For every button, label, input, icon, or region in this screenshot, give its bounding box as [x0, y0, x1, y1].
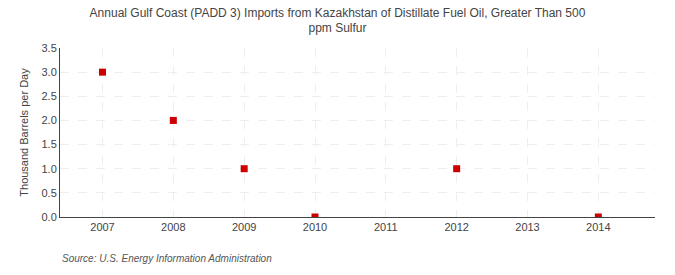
svg-text:2.5: 2.5 [42, 90, 57, 102]
svg-text:3.0: 3.0 [42, 66, 57, 78]
svg-text:2011: 2011 [374, 221, 398, 233]
svg-text:2009: 2009 [232, 221, 256, 233]
svg-text:Thousand Barrels per Day: Thousand Barrels per Day [18, 68, 30, 197]
svg-text:Source: U.S. Energy Informatio: Source: U.S. Energy Information Administ… [62, 253, 272, 264]
svg-text:Annual Gulf Coast (PADD 3) Imp: Annual Gulf Coast (PADD 3) Imports from … [90, 6, 586, 36]
svg-text:2013: 2013 [515, 221, 539, 233]
svg-text:1.0: 1.0 [42, 163, 57, 175]
svg-text:0.0: 0.0 [42, 211, 57, 223]
svg-text:2010: 2010 [303, 221, 327, 233]
svg-text:2014: 2014 [586, 221, 610, 233]
svg-text:0.5: 0.5 [42, 187, 57, 199]
svg-text:2012: 2012 [444, 221, 468, 233]
svg-text:2.0: 2.0 [42, 114, 57, 126]
svg-text:2008: 2008 [161, 221, 185, 233]
svg-text:1.5: 1.5 [42, 138, 57, 150]
svg-text:3.5: 3.5 [42, 42, 57, 54]
svg-text:2007: 2007 [90, 221, 114, 233]
